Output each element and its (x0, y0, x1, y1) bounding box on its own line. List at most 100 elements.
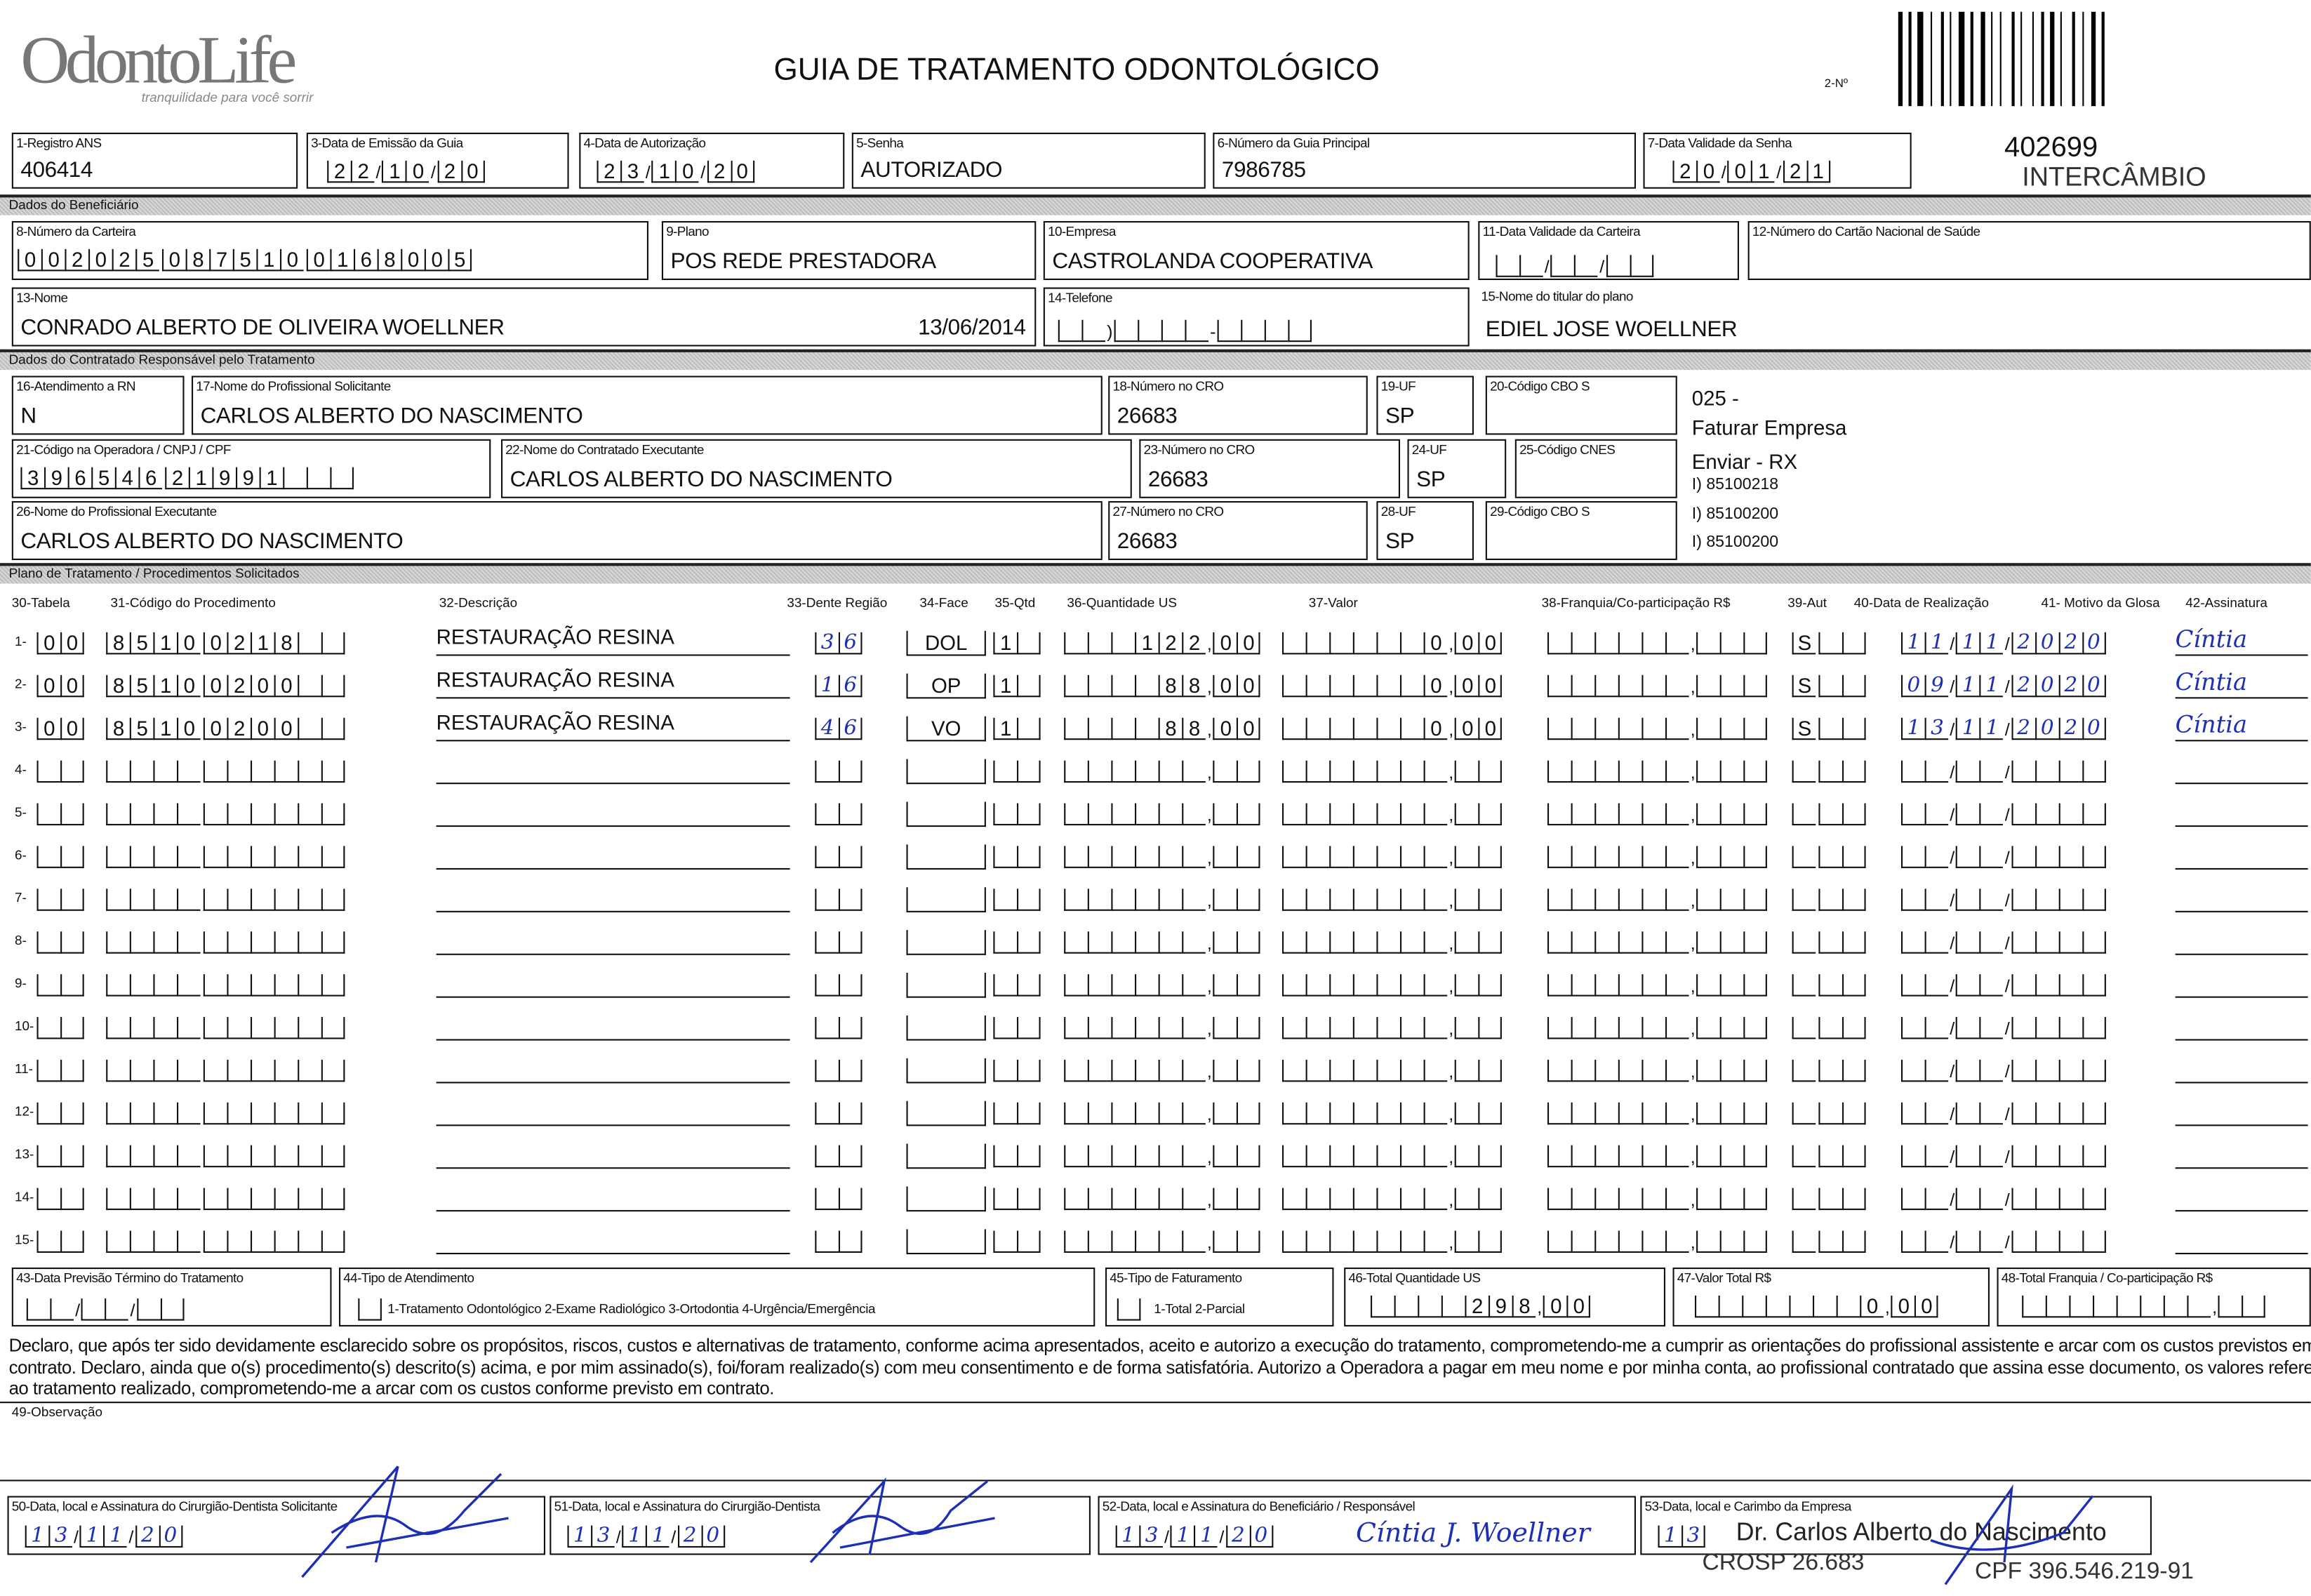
signature[interactable] (2175, 1138, 2308, 1169)
signature[interactable] (2175, 1009, 2308, 1041)
beneficiary-signature-date-cells[interactable]: 1 3/1 1/2 0 (1115, 1521, 1273, 1548)
date-cells[interactable]: / / (1900, 1141, 2106, 1168)
face[interactable] (906, 930, 986, 955)
executing-professional-field[interactable]: 26-Nome do Profissional Executante CARLOS… (11, 500, 1103, 560)
copay-cells[interactable]: , (1547, 628, 1768, 655)
description[interactable] (436, 1052, 790, 1084)
table-cells[interactable] (36, 1183, 84, 1211)
auth-cells[interactable] (1792, 927, 1866, 954)
executing-contractor-field[interactable]: 22-Nome do Contratado Executante CARLOS A… (500, 439, 1132, 498)
face[interactable]: VO (906, 716, 986, 742)
us-qty-cells[interactable]: , (1064, 1141, 1261, 1168)
procedure-code-cells[interactable] (106, 799, 345, 825)
forecast-date-cells[interactable]: / / (26, 1294, 184, 1321)
auth-cells[interactable] (1792, 884, 1866, 911)
date-cells[interactable]: / / (1900, 1056, 2106, 1082)
us-qty-cells[interactable]: , (1064, 1056, 1261, 1082)
qty-cells[interactable]: 1 (993, 713, 1041, 740)
value-cells[interactable]: , (1281, 1013, 1503, 1039)
us-qty-cells[interactable]: , (1064, 1013, 1261, 1039)
cro-27-field[interactable]: 27-Número no CRO 26683 (1108, 500, 1368, 560)
procedure-row[interactable]: 7-,,, / / (0, 879, 2311, 917)
auth-cells[interactable] (1792, 799, 1866, 825)
card-validity-field[interactable]: 11-Data Validade da Carteira (1478, 221, 1739, 280)
face[interactable]: DOL (906, 630, 986, 656)
value-cells[interactable]: , (1281, 884, 1503, 911)
procedure-code-cells[interactable] (106, 1056, 345, 1082)
value-cells[interactable]: , (1281, 1226, 1503, 1253)
value-cells[interactable]: , (1281, 970, 1503, 997)
table-cells[interactable] (36, 884, 84, 911)
us-qty-cells[interactable]: , (1064, 799, 1261, 825)
signature[interactable]: Cíntia (2175, 625, 2308, 656)
billing-type-cell[interactable] (1117, 1294, 1141, 1321)
password-validity-cells[interactable]: 2 0/0 1/2 1 (1672, 157, 1830, 183)
qty-cells[interactable] (993, 970, 1041, 997)
us-qty-cells[interactable]: , (1064, 1183, 1261, 1211)
company-stamp-box[interactable]: 53-Data, local e Carimbo da Empresa (1640, 1496, 2152, 1555)
description[interactable] (436, 1009, 790, 1041)
face[interactable] (906, 1015, 986, 1041)
us-qty-cells[interactable]: , (1064, 1098, 1261, 1125)
signature[interactable] (2175, 1223, 2308, 1255)
qty-cells[interactable] (993, 1098, 1041, 1125)
service-type-cell[interactable] (358, 1294, 382, 1321)
national-card-field[interactable]: 12-Número do Cartão Nacional de Saúde (1747, 221, 2311, 280)
description[interactable] (436, 924, 790, 955)
signature[interactable] (2175, 796, 2308, 827)
procedure-row[interactable]: 2- 0 0 8 5 1 0 0 2 0 0 RESTAURAÇÃO RESINA 1 6 OP 1 8 8, 0 0… (0, 665, 2311, 703)
us-qty-cells[interactable]: , (1064, 970, 1261, 997)
tooth-cells[interactable] (815, 1056, 863, 1082)
procedure-code-cells[interactable] (106, 884, 345, 911)
procedure-code-cells[interactable] (106, 927, 345, 954)
auth-cells[interactable] (1792, 1183, 1866, 1211)
date-cells[interactable]: 1 1/1 1/2 0 2 0 (1900, 628, 2106, 655)
us-qty-cells[interactable]: , (1064, 842, 1261, 868)
cro-23-field[interactable]: 23-Número no CRO 26683 (1139, 439, 1400, 498)
face[interactable] (906, 844, 986, 870)
procedure-code-cells[interactable] (106, 1013, 345, 1039)
face[interactable] (906, 759, 986, 785)
date-cells[interactable]: / / (1900, 756, 2106, 783)
value-cells[interactable]: , (1281, 1183, 1503, 1211)
value-cells[interactable]: , (1281, 842, 1503, 868)
signature[interactable] (2175, 924, 2308, 955)
operator-code-field[interactable]: 21-Código na Operadora / CNPJ / CPF (11, 439, 491, 498)
qty-cells[interactable] (993, 842, 1041, 868)
signature[interactable]: Cíntia (2175, 667, 2308, 699)
qty-cells[interactable] (993, 1056, 1041, 1082)
date-cells[interactable]: / / (1900, 884, 2106, 911)
date-cells[interactable]: 0 9/1 1/2 0 2 0 (1900, 670, 2106, 698)
tooth-cells[interactable] (815, 970, 863, 997)
signature[interactable] (2175, 753, 2308, 785)
qty-cells[interactable] (993, 927, 1041, 954)
tooth-cells[interactable] (815, 799, 863, 825)
phone-cells[interactable]: ) - (1058, 315, 1312, 343)
table-cells[interactable] (36, 1013, 84, 1039)
table-cells[interactable] (36, 970, 84, 997)
face[interactable] (906, 802, 986, 827)
copay-cells[interactable]: , (1547, 1141, 1768, 1168)
auth-cells[interactable] (1792, 842, 1866, 868)
auth-cells[interactable]: S (1792, 628, 1866, 655)
uf-28-field[interactable]: 28-UF SP (1376, 500, 1474, 560)
procedure-row[interactable]: 6-,,, / / (0, 836, 2311, 875)
copay-cells[interactable]: , (1547, 1183, 1768, 1211)
copay-cells[interactable]: , (1547, 970, 1768, 997)
table-cells[interactable] (36, 799, 84, 825)
tooth-cells[interactable] (815, 1141, 863, 1168)
card-number-field[interactable]: 8-Número da Carteira (11, 221, 648, 280)
signature[interactable] (2175, 1095, 2308, 1126)
tooth-cells[interactable] (815, 1013, 863, 1039)
copay-cells[interactable]: , (1547, 713, 1768, 740)
procedure-row[interactable]: 15-,,, / / (0, 1221, 2311, 1259)
